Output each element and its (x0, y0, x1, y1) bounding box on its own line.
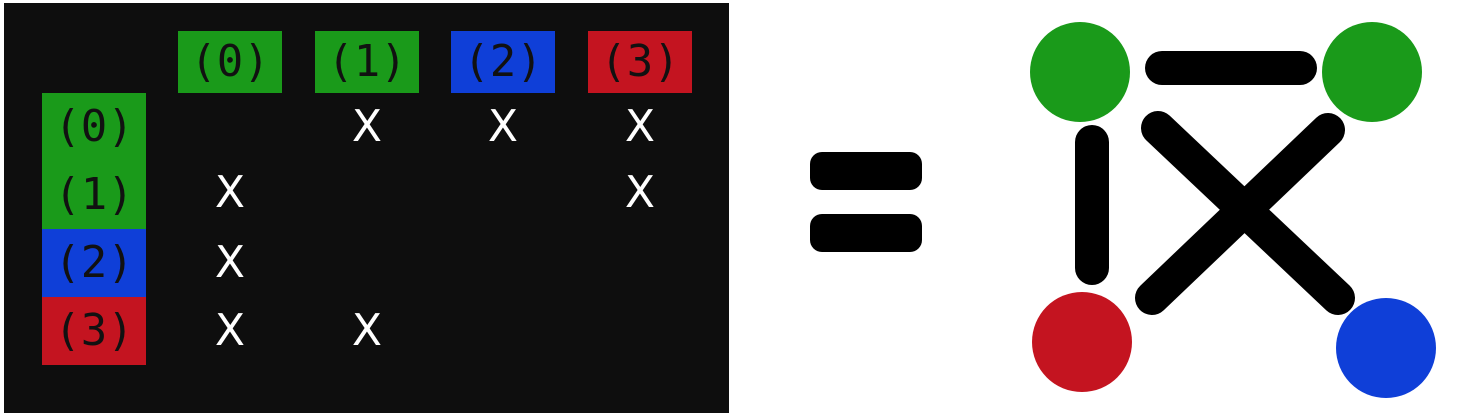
matrix-cell-0-2: X (487, 101, 519, 152)
matrix-cell-3-0: X (214, 305, 246, 356)
column-header-2: (2) (451, 31, 555, 93)
matrix-cell-0-1: X (351, 101, 383, 152)
equals-bar-bottom (810, 214, 922, 252)
column-header-1: (1) (315, 31, 419, 93)
matrix-cell-1-3: X (624, 167, 656, 218)
matrix-cell-1-0: X (214, 167, 246, 218)
node-0 (1030, 22, 1130, 122)
adjacency-matrix: (0) (0) (1) (1) (2) (2) (3) (3) X X X X X X X X (4, 3, 729, 413)
row-header-1: (1) (42, 161, 146, 229)
column-header-3: (3) (588, 31, 692, 93)
graph-diagram (1030, 22, 1436, 398)
column-header-0: (0) (178, 31, 282, 93)
equals-bar-top (810, 152, 922, 190)
matrix-cell-3-1: X (351, 305, 383, 356)
equals-sign (810, 152, 922, 252)
node-3 (1032, 292, 1132, 392)
node-1 (1322, 22, 1422, 122)
matrix-cell-2-0: X (214, 237, 246, 288)
edge-1-3 (1135, 113, 1345, 315)
row-header-0: (0) (42, 93, 146, 161)
row-header-2: (2) (42, 229, 146, 297)
node-2 (1336, 298, 1436, 398)
row-header-3: (3) (42, 297, 146, 365)
matrix-cell-0-3: X (624, 101, 656, 152)
